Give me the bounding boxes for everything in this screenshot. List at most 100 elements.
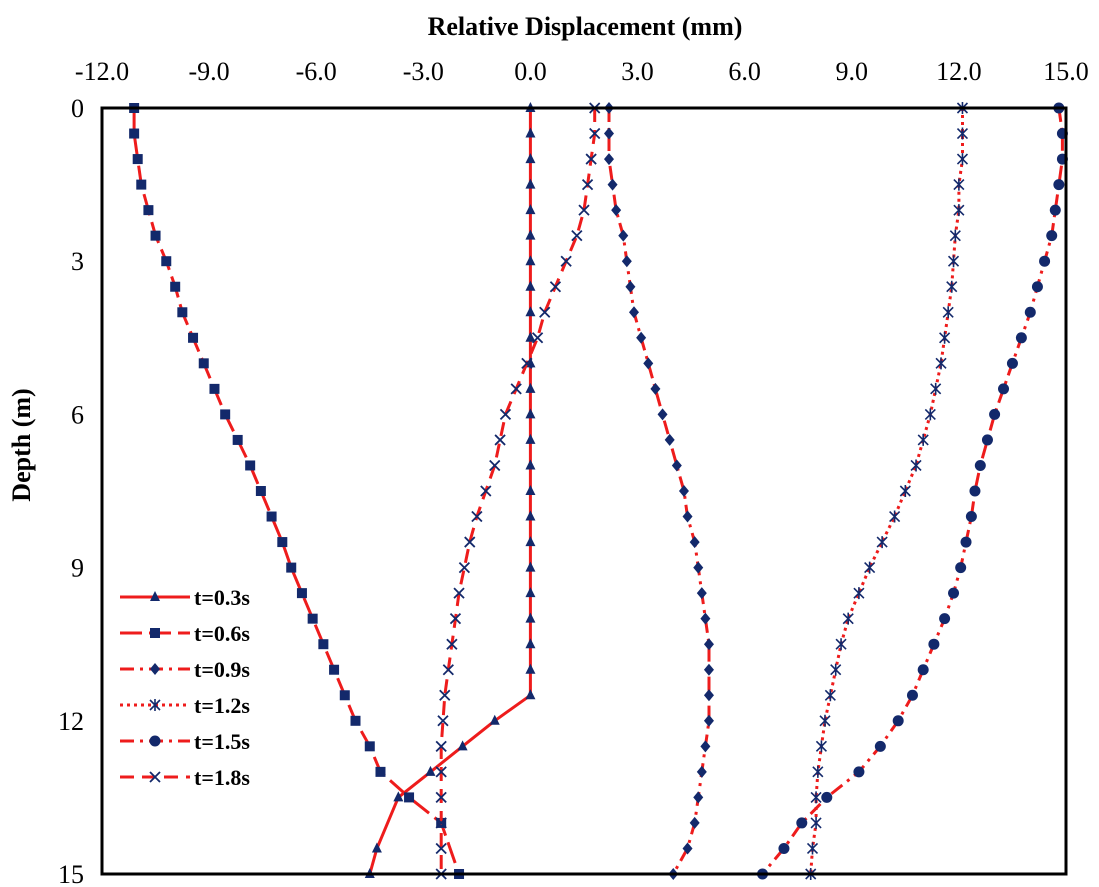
data-point [525, 382, 536, 393]
legend-marker [150, 591, 160, 601]
x-tick-label: -12.0 [75, 57, 129, 86]
data-point [664, 433, 675, 446]
data-point [853, 587, 865, 600]
data-point [525, 485, 536, 495]
data-point [489, 459, 501, 472]
x-tick-label: -3.0 [403, 57, 444, 86]
data-point [585, 153, 597, 165]
legend-item: t=0.6s [120, 621, 250, 646]
data-point [150, 230, 161, 241]
data-point [442, 664, 454, 676]
data-point [910, 459, 922, 472]
y-axis-title: Depth (m) [7, 388, 36, 501]
series-t=1.5s [757, 102, 1068, 880]
data-point [853, 766, 865, 778]
data-point [307, 613, 318, 624]
data-point [170, 281, 181, 292]
data-point [607, 178, 618, 191]
data-point [981, 434, 993, 446]
data-point [350, 715, 361, 726]
data-point [425, 765, 436, 776]
data-point [525, 433, 536, 444]
data-point [255, 486, 266, 496]
data-point [1024, 306, 1036, 318]
legend-marker [149, 699, 161, 711]
data-point [457, 740, 468, 751]
legend: t=0.3s t=0.6s t=0.9s t=1.2s t=1.5s t=1.8s [120, 585, 250, 790]
data-point [693, 791, 704, 804]
data-point [549, 281, 562, 293]
data-point [560, 255, 572, 267]
data-point [525, 204, 536, 215]
data-point [953, 178, 965, 191]
data-point [611, 204, 622, 217]
data-point [198, 358, 209, 369]
data-point [874, 740, 886, 752]
data-point [296, 588, 307, 599]
series-line [761, 107, 1064, 875]
data-point [960, 536, 972, 548]
data-point [906, 689, 918, 701]
legend-item: t=1.8s [120, 765, 250, 790]
series-line [439, 108, 597, 874]
data-point [939, 613, 951, 625]
data-point [458, 561, 471, 574]
data-point [628, 306, 639, 319]
data-point [621, 255, 632, 268]
x-tick-label: 0.0 [514, 57, 547, 86]
data-point [525, 229, 536, 240]
data-point [525, 587, 536, 598]
series-t=0.9s [603, 102, 714, 880]
x-tick-label: -6.0 [296, 57, 337, 86]
data-point [136, 179, 147, 190]
legend-item: t=0.3s [120, 585, 250, 610]
data-point [435, 817, 447, 829]
data-point [371, 842, 382, 853]
data-point [876, 536, 888, 549]
data-point [581, 178, 594, 191]
data-point [435, 791, 447, 804]
data-point [703, 714, 714, 727]
data-point [209, 383, 220, 394]
data-point [819, 714, 831, 727]
data-point [525, 153, 536, 164]
series-t=0.6s [129, 103, 465, 879]
data-point [525, 127, 536, 138]
legend-marker [149, 735, 161, 747]
data-point [965, 511, 977, 523]
data-point [700, 740, 711, 753]
data-point [525, 255, 536, 266]
data-point [494, 434, 506, 446]
data-point [525, 510, 536, 521]
data-point [939, 331, 951, 344]
data-point [815, 740, 827, 753]
data-point [810, 816, 822, 829]
series-t=1.2s [805, 102, 969, 880]
legend-item: t=0.9s [120, 657, 250, 682]
data-point [830, 663, 842, 676]
data-point [525, 280, 536, 291]
data-point [956, 127, 969, 140]
data-point [132, 154, 143, 165]
series-layer [129, 102, 1068, 880]
data-point [835, 638, 847, 651]
data-point [969, 485, 981, 497]
x-tick-label: 12.0 [936, 57, 982, 86]
data-point [956, 153, 969, 166]
data-point [924, 408, 936, 421]
data-point [525, 561, 536, 572]
data-point [892, 715, 904, 727]
data-point [603, 153, 614, 166]
data-point [989, 408, 1001, 420]
data-point [489, 714, 500, 725]
data-point [696, 587, 707, 600]
data-point [375, 766, 386, 777]
data-point [539, 306, 551, 318]
data-point [531, 332, 544, 344]
data-point [220, 409, 231, 420]
data-point [657, 408, 668, 421]
data-point [917, 664, 929, 676]
data-point [1046, 230, 1058, 242]
data-point [796, 817, 808, 829]
data-point [571, 230, 583, 242]
